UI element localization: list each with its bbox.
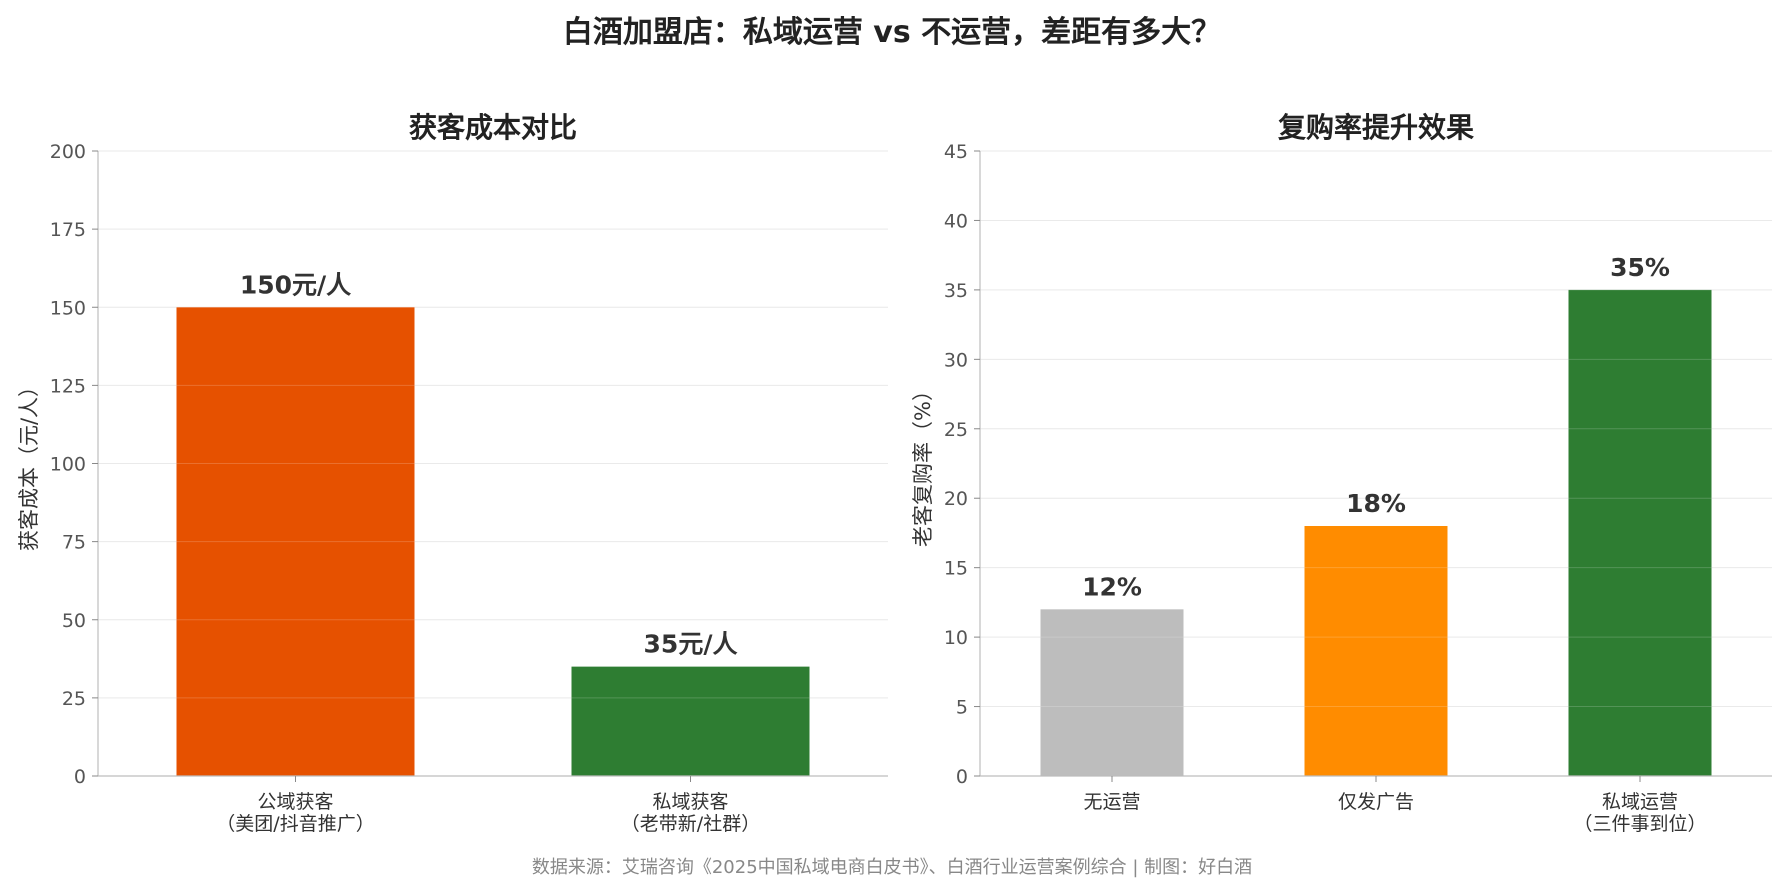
subplot-title: 获客成本对比: [409, 111, 577, 144]
y-tick-label: 25: [62, 688, 86, 710]
panel-repurchase-rate: 0 5 10 15 20 25 30 35 40 45 无运营 仅发广告 私域运营（三件事到位） 12% 1…: [911, 111, 1772, 835]
y-tick-label: 50: [62, 610, 86, 632]
y-tick-label: 10: [944, 627, 968, 649]
y-tick-label: 35: [944, 280, 968, 302]
y-axis-label: 获客成本（元/人）: [17, 376, 41, 551]
y-tick-label: 100: [50, 454, 86, 476]
bar: [1304, 526, 1448, 776]
y-tick-label: 20: [944, 488, 968, 510]
bar: [176, 307, 415, 776]
x-tick-label: 私域运营: [1602, 791, 1678, 813]
y-tick-label: 40: [944, 210, 968, 232]
data-label: 12%: [1082, 572, 1142, 601]
data-label: 150元/人: [240, 270, 351, 299]
y-tick-label: 75: [62, 532, 86, 554]
x-tick-label: （三件事到位）: [1573, 813, 1706, 835]
y-tick-label: 25: [944, 419, 968, 441]
x-tick-label: （老带新/社群）: [621, 813, 760, 835]
x-tick-label: 仅发广告: [1338, 791, 1414, 813]
y-tick-label: 0: [74, 766, 86, 788]
bar: [571, 666, 810, 776]
figure-title: 白酒加盟店：私域运营 vs 不运营，差距有多大？: [563, 15, 1221, 50]
y-tick-label: 150: [50, 297, 86, 319]
y-tick-label: 45: [944, 141, 968, 163]
x-tick-label: 无运营: [1083, 791, 1140, 813]
y-tick-label: 175: [50, 219, 86, 241]
x-tick-label: 私域获客: [652, 791, 728, 813]
data-label: 35%: [1610, 253, 1670, 282]
x-tick-label: 公域获客: [257, 791, 333, 813]
subplot-title: 复购率提升效果: [1278, 111, 1474, 144]
data-label: 18%: [1346, 489, 1406, 518]
bar: [1040, 609, 1184, 776]
y-tick-label: 15: [944, 558, 968, 580]
data-label: 35元/人: [644, 630, 738, 659]
y-tick-label: 125: [50, 375, 86, 397]
y-tick-label: 30: [944, 349, 968, 371]
y-tick-label: 0: [956, 766, 968, 788]
y-tick-label: 5: [956, 697, 968, 719]
x-tick-label: （美团/抖音推广）: [216, 813, 374, 835]
bar: [1568, 289, 1712, 776]
panel-acquisition-cost: 0 25 50 75 100 125 150 175 200 公域获客（美团/抖音推广） 私域获客（…: [17, 111, 888, 835]
y-tick-label: 200: [50, 141, 86, 163]
y-axis-label: 老客复购率（%）: [911, 380, 935, 547]
source-note: 数据来源：艾瑞咨询《2025中国私域电商白皮书》、白酒行业运营案例综合 | 制图…: [532, 857, 1252, 878]
